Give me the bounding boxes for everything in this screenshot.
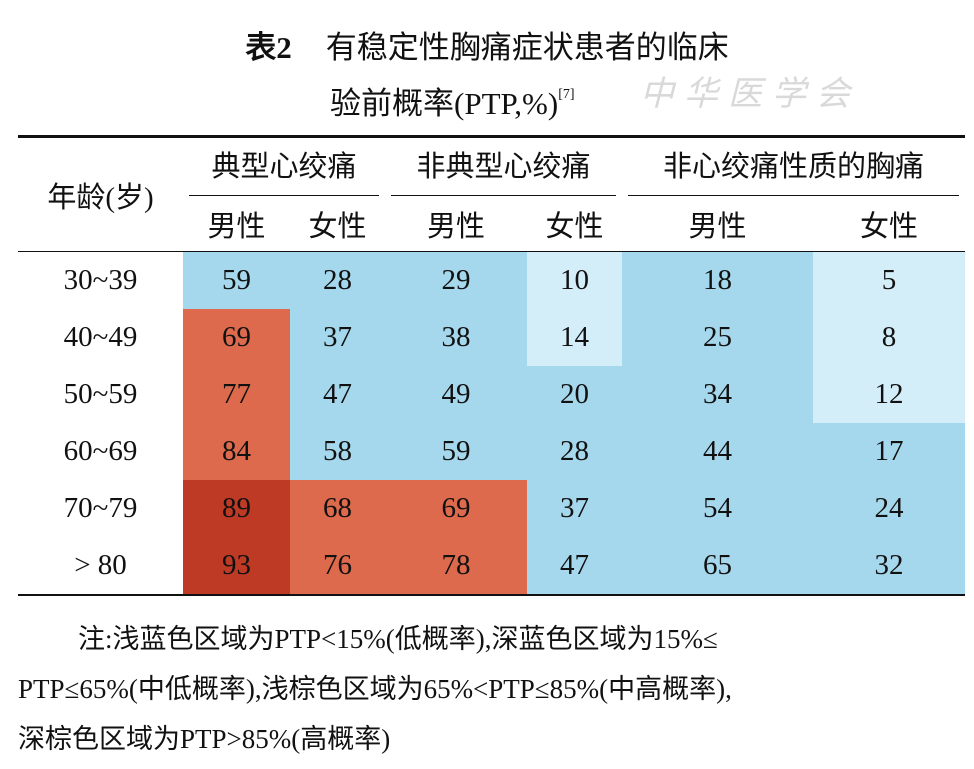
cell: 14 [527,309,622,366]
cell: 17 [813,423,965,480]
title-text: 有稳定性胸痛症状患者的临床 [325,30,729,65]
cell: 58 [290,423,385,480]
group-header: 典型心绞痛 [183,137,385,197]
group-header: 非心绞痛性质的胸痛 [622,137,965,197]
age: > 80 [74,549,127,581]
age: 70~79 [63,492,138,524]
cell: 20 [527,366,622,423]
group-label: 非心绞痛性质的胸痛 [628,139,959,196]
data-row: 70~79 89 68 69 37 54 24 [18,480,965,537]
subheader: 男性 [426,210,485,243]
data-row: > 80 93 76 78 47 65 32 [18,537,965,595]
cell: 5 [813,251,965,309]
cell: 8 [813,309,965,366]
cell: 69 [183,309,290,366]
data-row: 30~39 59 28 29 10 18 5 [18,251,965,309]
cell: 49 [385,366,527,423]
data-row: 40~49 69 37 38 14 25 8 [18,309,965,366]
cell: 59 [385,423,527,480]
cell: 32 [813,537,965,595]
subheader: 女性 [545,210,604,243]
cell: 65 [622,537,813,595]
cell: 59 [183,251,290,309]
age: 30~39 [63,264,138,296]
note-line: 注:浅蓝色区域为PTP<15%(低概率),深蓝色区域为15%≤ [78,624,718,654]
group-label: 典型心绞痛 [189,139,379,196]
cell: 12 [813,366,965,423]
data-row: 50~59 77 47 49 20 34 12 [18,366,965,423]
header-row: 年龄(岁) 典型心绞痛 非典型心绞痛 非心绞痛性质的胸痛 [18,137,965,214]
watermark: 中华医学会 [640,76,860,113]
cell: 89 [183,480,290,537]
subheader: 女性 [859,210,918,243]
subheader: 男性 [207,210,266,243]
age: 50~59 [63,378,138,410]
table-label: 表2 [245,30,292,65]
cell: 76 [290,537,385,595]
cell: 69 [385,480,527,537]
cell: 34 [622,366,813,423]
cell: 78 [385,537,527,595]
cell: 28 [290,251,385,309]
cell: 25 [622,309,813,366]
cell: 47 [290,366,385,423]
reference: [7] [558,87,575,102]
data-row: 60~69 84 58 59 28 44 17 [18,423,965,480]
cell: 28 [527,423,622,480]
cell: 47 [527,537,622,595]
cell: 93 [183,537,290,595]
table: 年龄(岁) 典型心绞痛 非典型心绞痛 非心绞痛性质的胸痛男性 女性 男性 女性 男性 女性 30~… [18,135,965,596]
cell: 37 [527,480,622,537]
cell: 38 [385,309,527,366]
cell: 10 [527,251,622,309]
note-line: 深棕色区域为PTP>85%(高概率) [18,724,391,754]
cell: 54 [622,480,813,537]
cell: 29 [385,251,527,309]
row-header: 年龄(岁) [47,181,154,214]
cell: 18 [622,251,813,309]
group-header: 非典型心绞痛 [385,137,622,197]
cell: 24 [813,480,965,537]
cell: 77 [183,366,290,423]
note-line: PTP≤65%(中低概率),浅棕色区域为65%<PTP≤85%(中高概率), [18,674,732,704]
subheader: 女性 [308,210,367,243]
cell: 44 [622,423,813,480]
cell: 68 [290,480,385,537]
cell: 84 [183,423,290,480]
title-line2: 验前概率(PTP,%)[7] [330,78,575,123]
subheader-row: 男性 女性 男性 女性 男性 女性 [18,196,965,252]
age: 40~49 [63,321,138,353]
cell: 37 [290,309,385,366]
age: 60~69 [63,435,138,467]
title-text: 验前概率(PTP,%) [330,86,559,121]
subheader: 男性 [688,210,747,243]
group-label: 非典型心绞痛 [391,139,616,196]
title-line1: 表2 有稳定性胸痛症状患者的临床 [0,22,974,67]
